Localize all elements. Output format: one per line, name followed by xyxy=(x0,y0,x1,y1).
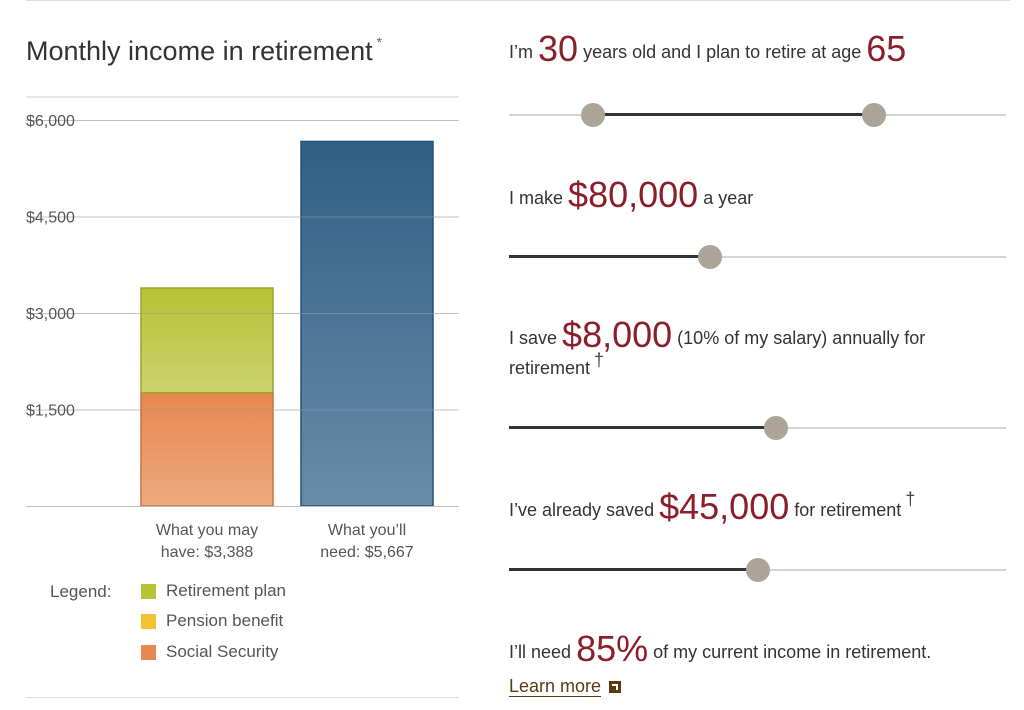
chart-title-text: Monthly income in retirement xyxy=(26,36,373,66)
chart-panel: Monthly income in retirement * $6,000 $4,5… xyxy=(0,0,470,710)
age-range-slider[interactable] xyxy=(509,103,1006,127)
x-category-label-line1: What you may xyxy=(156,522,258,539)
age-text-2: years old and I plan to retire at age xyxy=(583,42,862,62)
calculator-panel: I’m 30 years old and I plan to retire at… xyxy=(509,0,1009,710)
slider-fill xyxy=(509,568,758,571)
learn-more-link[interactable]: Learn more xyxy=(509,676,602,697)
savings-statement: I save $8,000 (10% of my salary) annuall… xyxy=(509,317,979,383)
bar-segment-total-need xyxy=(300,140,434,507)
y-tick-label: $3,000 xyxy=(26,306,75,323)
y-tick-label: $6,000 xyxy=(26,113,75,130)
slider-fill xyxy=(509,255,711,258)
saved-footnote: † xyxy=(905,489,916,509)
bar-segment-social-security xyxy=(140,392,274,507)
retire-age-value: 65 xyxy=(866,28,907,69)
need-text-1: I’ll need xyxy=(509,642,572,662)
save-footnote: † xyxy=(594,350,605,370)
already-saved-slider[interactable] xyxy=(509,558,1006,582)
already-saved-knob[interactable] xyxy=(745,558,770,582)
save-text-1: I save xyxy=(509,328,558,348)
salary-knob[interactable] xyxy=(698,245,723,269)
slider-fill xyxy=(593,113,875,116)
already-saved-value: $45,000 xyxy=(659,486,790,527)
chart-title: Monthly income in retirement * xyxy=(26,34,383,67)
legend-swatch xyxy=(141,644,156,660)
legend-text: Pension benefit xyxy=(166,611,284,630)
legend-text: Retirement plan xyxy=(166,581,287,600)
slider-fill xyxy=(509,426,776,429)
salary-statement: I make $80,000 a year xyxy=(509,177,1009,213)
y-tick-label: $4,500 xyxy=(26,210,75,227)
annual-savings-slider[interactable] xyxy=(509,416,1006,440)
legend-text: Social Security xyxy=(166,642,279,661)
current-age-value: 30 xyxy=(538,28,579,69)
x-category-label-line2: need: $5,667 xyxy=(320,544,414,561)
chart-title-footnote: * xyxy=(376,34,383,50)
salary-text-2: a year xyxy=(703,188,754,208)
x-category-label-line1: What you’ll xyxy=(328,522,406,539)
age-text-1: I’m xyxy=(509,42,533,62)
legend-swatch xyxy=(141,583,156,599)
external-link-icon[interactable] xyxy=(609,681,622,693)
need-text-2: of my current income in retirement. xyxy=(653,642,932,662)
legend-item: Pension benefit xyxy=(141,611,283,631)
annual-savings-value: $8,000 xyxy=(562,314,673,355)
legend-item: Retirement plan xyxy=(141,581,286,601)
legend-label: Legend: xyxy=(50,582,112,601)
salary-text-1: I make xyxy=(509,188,564,208)
salary-value: $80,000 xyxy=(568,174,699,215)
need-percent-value: 85% xyxy=(576,628,649,669)
retire-age-knob[interactable] xyxy=(862,103,887,127)
bottom-divider xyxy=(26,697,459,698)
need-statement: I’ll need 85% of my current income in re… xyxy=(509,631,1009,667)
legend-item: Social Security xyxy=(141,642,278,662)
bar-segment-retirement-plan xyxy=(140,287,274,394)
saved-text-2: for retirement xyxy=(794,500,902,520)
annual-savings-knob[interactable] xyxy=(763,416,788,440)
salary-slider[interactable] xyxy=(509,245,1006,269)
learn-more-row: Learn more xyxy=(509,671,1009,701)
top-divider xyxy=(26,0,1010,1)
age-statement: I’m 30 years old and I plan to retire at… xyxy=(509,31,1009,67)
income-bar-chart: $6,000 $4,500 $3,000 $1,500 What you may have… xyxy=(26,96,459,561)
x-category-label-line2: have: $3,388 xyxy=(161,544,254,561)
y-tick-label: $1,500 xyxy=(26,403,75,420)
saved-text-1: I’ve already saved xyxy=(509,500,655,520)
saved-statement: I’ve already saved $45,000 for retiremen… xyxy=(509,489,1009,525)
legend-swatch xyxy=(141,613,156,629)
current-age-knob[interactable] xyxy=(581,103,606,127)
slider-track xyxy=(509,256,1006,258)
save-text-2: (10% of my salary) annually for retireme… xyxy=(509,328,926,378)
